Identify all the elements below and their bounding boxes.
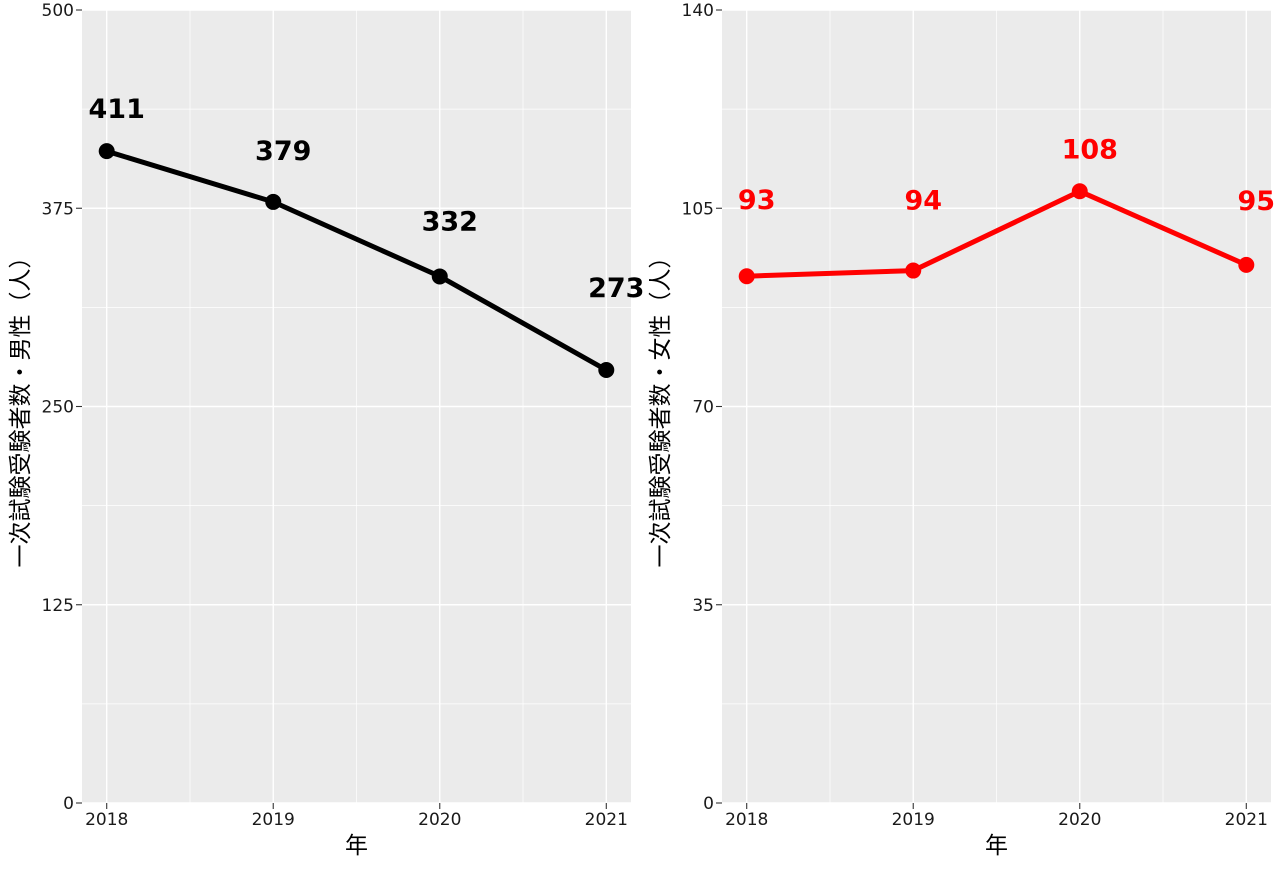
male-x-tick-label: 2019 [252,810,295,830]
male-x-tick-label: 2020 [418,810,461,830]
female-x-tick-label: 2020 [1058,810,1101,830]
male-series-line [104,148,609,373]
male-data-point [98,143,115,160]
male-data-point [431,268,448,285]
female-data-label: 93 [738,185,776,216]
female-data-point [1238,256,1255,273]
male-panel: 0 125 250 375 500 2018 2019 2020 2021 年 一次試験受験者数・男… [8,1,644,859]
female-series-line [744,188,1249,279]
male-x-tick-label: 2021 [585,810,628,830]
male-data-label: 379 [255,136,311,167]
male-y-tick-label: 375 [42,199,74,219]
male-data-label: 411 [89,94,145,125]
female-y-tick-label: 35 [692,596,714,616]
female-y-axis-title: 一次試験受験者数・女性（人） [648,246,674,568]
male-data-point [598,362,615,379]
female-x-tick-label: 2018 [725,810,768,830]
female-data-point [1071,183,1088,200]
male-data-label: 332 [422,206,478,237]
female-panel: 0 35 70 105 140 2018 2019 2020 2021 年 一次試験受験者数・女性（… [648,1,1275,859]
female-x-tick-label: 2021 [1225,810,1268,830]
male-y-tick-label: 500 [42,1,74,21]
male-y-tick-label: 125 [42,596,74,616]
female-data-point [738,268,755,285]
male-x-axis-title: 年 [345,833,368,859]
female-data-label: 95 [1238,186,1276,217]
female-y-tick-label: 0 [703,794,714,814]
female-y-tick-label: 70 [692,398,714,418]
male-x-tick-label: 2018 [85,810,128,830]
female-data-label: 94 [904,186,942,217]
female-data-label: 108 [1062,134,1118,165]
male-y-axis-title: 一次試験受験者数・男性（人） [8,246,34,568]
female-y-tick-label: 140 [682,1,714,21]
female-data-point [905,262,922,279]
male-y-tick-label: 0 [63,794,74,814]
male-data-label: 273 [588,273,644,304]
male-y-tick-label: 250 [42,398,74,418]
female-x-axis-title: 年 [985,833,1008,859]
male-data-point [265,193,282,210]
female-x-tick-label: 2019 [892,810,935,830]
female-y-tick-label: 105 [682,199,714,219]
